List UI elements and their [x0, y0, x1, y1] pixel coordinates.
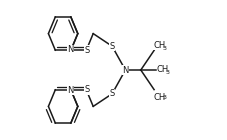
- Text: CH: CH: [153, 41, 166, 50]
- Text: CH: CH: [157, 65, 169, 74]
- Text: 3: 3: [163, 94, 166, 100]
- Text: S: S: [84, 85, 89, 94]
- Text: 3: 3: [166, 70, 170, 75]
- Text: S: S: [109, 42, 115, 51]
- Text: S: S: [109, 89, 115, 98]
- Text: N: N: [122, 66, 128, 74]
- Text: CH: CH: [153, 93, 166, 102]
- Text: 3: 3: [163, 46, 166, 51]
- Text: N: N: [68, 86, 74, 95]
- Text: N: N: [68, 45, 74, 54]
- Text: S: S: [84, 46, 89, 55]
